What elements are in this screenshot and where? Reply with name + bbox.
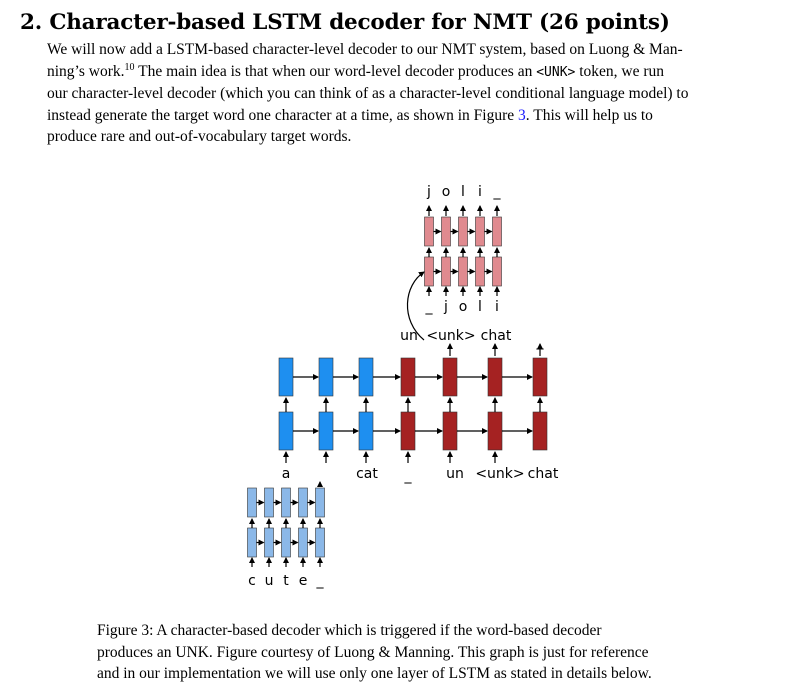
figure-reference-link[interactable]: 3 — [518, 106, 526, 124]
encoder-char-cell — [247, 487, 257, 518]
encoder-word-cell — [318, 357, 334, 397]
char-input-label: _ — [425, 299, 434, 315]
word-output-label: un — [400, 328, 418, 344]
decoder-word-cell — [532, 357, 548, 397]
char-output-label: _ — [493, 184, 502, 200]
encoder-char-cell — [298, 487, 308, 518]
paragraph-line-5: produce rare and out-of-vocabulary targe… — [47, 128, 352, 145]
paragraph-text: instead generate the target word one cha… — [47, 106, 518, 124]
word-input-label: a — [282, 466, 291, 482]
section-number: 2. — [20, 10, 43, 35]
char-input-label: u — [265, 573, 274, 589]
section-title: Character-based LSTM decoder for NMT (26… — [49, 10, 670, 35]
decoder-char-cell — [492, 256, 502, 287]
paragraph-text: ning’s work. — [47, 62, 125, 80]
char-output-label: i — [478, 184, 482, 200]
unk-token: <UNK> — [536, 64, 576, 80]
decoder-char-cell — [441, 216, 451, 247]
decoder-word-cell — [442, 357, 458, 397]
char-input-label: o — [459, 299, 468, 315]
decoder-char-cell — [475, 216, 485, 247]
paragraph-line-2: ning’s work.10 The main idea is that whe… — [47, 61, 787, 84]
encoder-char-cell — [281, 527, 291, 558]
encoder-char-cell — [315, 487, 325, 518]
word-input-label: chat — [528, 466, 559, 482]
encoder-char-cell — [264, 487, 274, 518]
encoder-char-cell — [264, 527, 274, 558]
caption-line-2: produces an UNK. Figure courtesy of Luon… — [97, 643, 649, 661]
encoder-char-cell — [315, 527, 325, 558]
char-input-label: i — [495, 299, 499, 315]
caption-line-3: and in our implementation we will use on… — [97, 665, 652, 682]
char-input-label: j — [443, 299, 448, 315]
encoder-char-cell — [298, 527, 308, 558]
char-input-label: t — [283, 573, 289, 589]
paragraph-line-3: our character-level decoder (which you c… — [47, 85, 689, 102]
paragraph-text: . This will help us to — [525, 106, 653, 124]
decoder-char-cell — [424, 256, 434, 287]
decoder-char-cell — [458, 216, 468, 247]
encoder-word-cell — [318, 411, 334, 451]
paragraph-text: The main idea is that when our word-leve… — [134, 62, 537, 80]
word-input-label: cat — [356, 466, 378, 482]
encoder-word-cell — [358, 411, 374, 451]
word-output-label: <unk> — [426, 328, 475, 344]
encoder-word-cell — [278, 411, 294, 451]
intro-paragraph: We will now add a LSTM-based character-l… — [47, 39, 787, 148]
word-input-label: <unk> — [475, 466, 524, 482]
decoder-word-cell — [400, 357, 416, 397]
decoder-word-cell — [442, 411, 458, 451]
decoder-char-cell — [441, 256, 451, 287]
paragraph-line-4: instead generate the target word one cha… — [47, 105, 787, 127]
word-input-label: un — [446, 466, 464, 482]
encoder-word-cell — [358, 357, 374, 397]
section-heading: 2. Character-based LSTM decoder for NMT … — [20, 10, 670, 35]
paragraph-text: token, we run — [575, 62, 665, 80]
decoder-word-cell — [532, 411, 548, 451]
paragraph-line-1: We will now add a LSTM-based character-l… — [47, 41, 683, 58]
encoder-word-cell — [278, 357, 294, 397]
decoder-char-cell — [424, 216, 434, 247]
word-input-label: _ — [404, 468, 413, 484]
word-output-label: chat — [481, 328, 512, 344]
char-output-label: o — [442, 184, 451, 200]
decoder-char-cell — [458, 256, 468, 287]
char-output-label: l — [461, 184, 465, 200]
char-input-label: l — [478, 299, 482, 315]
char-input-label: c — [248, 573, 256, 589]
word-output-label: _ — [536, 334, 545, 350]
figure-caption: Figure 3: A character-based decoder whic… — [97, 620, 707, 685]
decoder-word-cell — [487, 357, 503, 397]
encoder-char-cell — [281, 487, 291, 518]
decoder-word-cell — [400, 411, 416, 451]
footnote-marker[interactable]: 10 — [124, 61, 135, 73]
char-input-label: _ — [316, 573, 325, 589]
caption-line-1: Figure 3: A character-based decoder whic… — [97, 622, 602, 639]
char-input-label: e — [299, 573, 308, 589]
trigger-arrow — [406, 271, 425, 341]
decoder-char-cell — [475, 256, 485, 287]
decoder-word-cell — [487, 411, 503, 451]
encoder-char-cell — [247, 527, 257, 558]
char-output-label: j — [426, 184, 431, 200]
decoder-char-cell — [492, 216, 502, 247]
